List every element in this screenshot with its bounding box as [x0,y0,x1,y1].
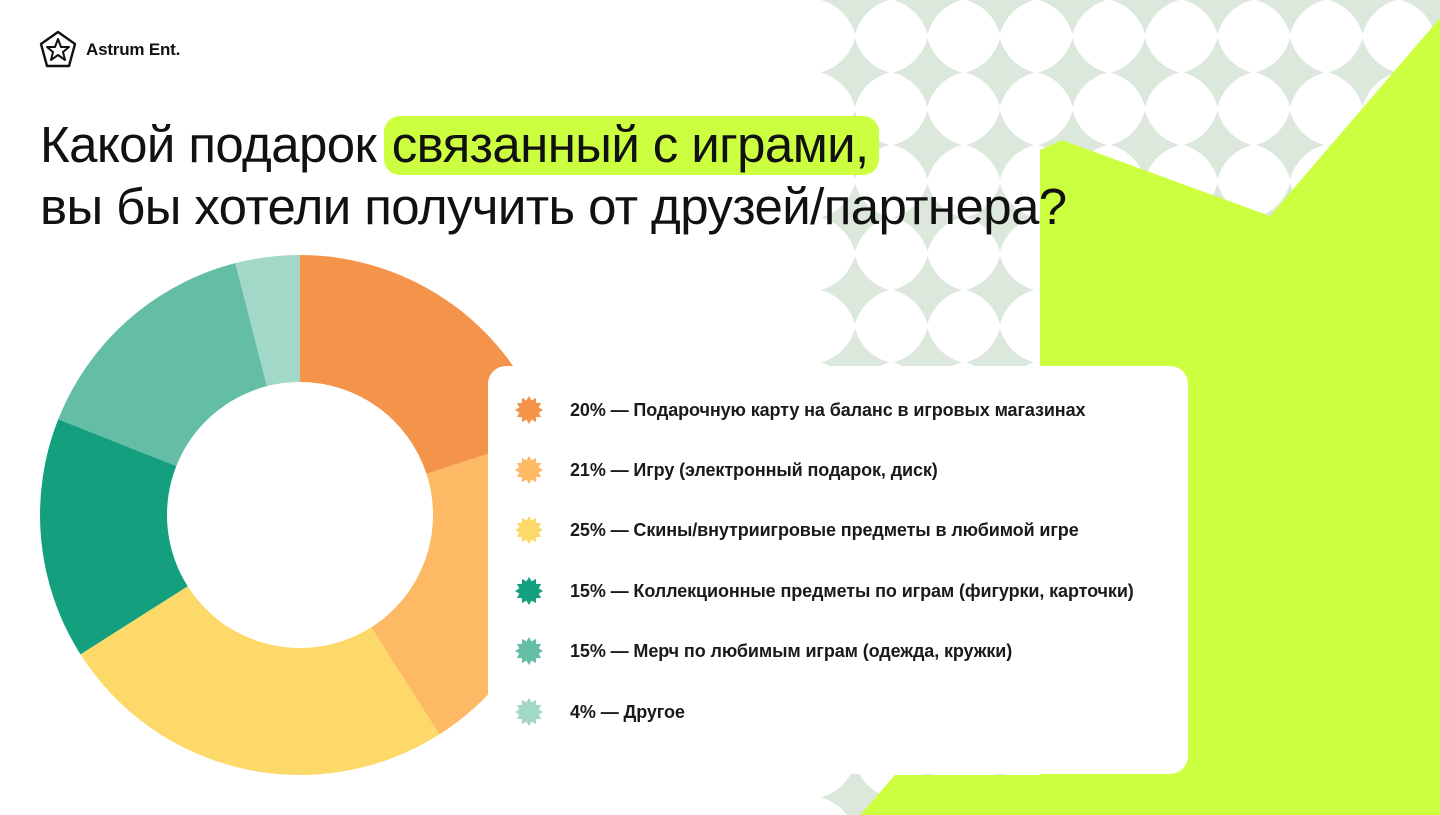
pattern-sparkle [966,0,1034,34]
burst-icon [515,516,543,544]
burst-icon [515,396,543,424]
pattern-sparkle [893,111,962,179]
donut-slice[interactable] [40,419,188,655]
pattern-sparkle [966,111,1034,179]
title-line-1: Какой подарок связанный с играми, [40,114,1067,176]
pattern-sparkle [1183,0,1252,34]
pattern-sparkle [893,38,962,107]
pattern-sparkle [1256,0,1324,34]
legend-item[interactable]: 4% — Другое [514,697,685,727]
pattern-sparkle [821,256,889,324]
donut-slice[interactable] [300,255,548,474]
legend-label: 21% — Игру (электронный подарок, диск) [570,459,938,480]
star-icon [39,30,77,68]
pattern-sparkle [821,183,889,252]
donut-slice[interactable] [80,586,440,775]
pattern-sparkle [1183,111,1252,179]
title-prefix: Какой подарок [40,116,390,173]
pattern-sparkle [821,328,889,397]
pattern-sparkle [1111,0,1179,34]
legend-item[interactable]: 20% — Подарочную карту на баланс в игров… [514,395,1086,425]
burst-icon [515,577,543,605]
pattern-sparkle [893,328,962,397]
donut-slice[interactable] [58,263,267,467]
legend-item[interactable]: 15% — Мерч по любимым играм (одежда, кру… [514,636,1012,666]
legend-label: 25% — Скины/внутриигровые предметы в люб… [570,519,1079,540]
pattern-sparkle [966,183,1034,252]
pattern-sparkle [966,328,1034,397]
pattern-sparkle [1328,38,1397,107]
pattern-sparkle [966,38,1034,107]
pattern-sparkle [1328,0,1397,34]
burst-icon [515,637,543,665]
pattern-sparkle [1256,38,1324,107]
legend-item[interactable]: 21% — Игру (электронный подарок, диск) [514,455,938,485]
legend-label: 20% — Подарочную карту на баланс в игров… [570,399,1086,420]
title-line-2: вы бы хотели получить от друзей/партнера… [40,178,1067,235]
legend-card: 20% — Подарочную карту на баланс в игров… [488,366,1188,774]
burst-icon [515,698,543,726]
pattern-sparkle [893,0,962,34]
donut-slice[interactable] [235,255,300,387]
pattern-sparkle [1183,38,1252,107]
page-title: Какой подарок связанный с играми, вы бы … [40,114,1067,238]
brand-name: Astrum Ent. [86,40,181,59]
donut-chart [40,255,560,775]
legend-item[interactable]: 15% — Коллекционные предметы по играм (ф… [514,576,1134,606]
legend-label: 15% — Коллекционные предметы по играм (ф… [570,580,1134,601]
pattern-sparkle [1038,0,1107,34]
pattern-sparkle [893,256,962,324]
legend-label: 15% — Мерч по любимым играм (одежда, кру… [570,640,1013,661]
legend-item[interactable]: 25% — Скины/внутриигровые предметы в люб… [514,515,1079,545]
pattern-sparkle [893,183,962,252]
brand-logo[interactable]: Astrum Ent. [38,30,180,70]
pattern-sparkle [1401,0,1440,34]
burst-icon [515,456,543,484]
pattern-sparkle [821,0,889,34]
pattern-sparkle [821,38,889,107]
pattern-sparkle [1038,38,1107,107]
pattern-sparkle [966,256,1034,324]
legend-label: 4% — Другое [570,701,685,722]
pattern-sparkle [1111,38,1179,107]
pattern-sparkle [1111,111,1179,179]
pattern-sparkle [1256,111,1324,179]
title-highlight: связанный с играми, [383,116,879,175]
